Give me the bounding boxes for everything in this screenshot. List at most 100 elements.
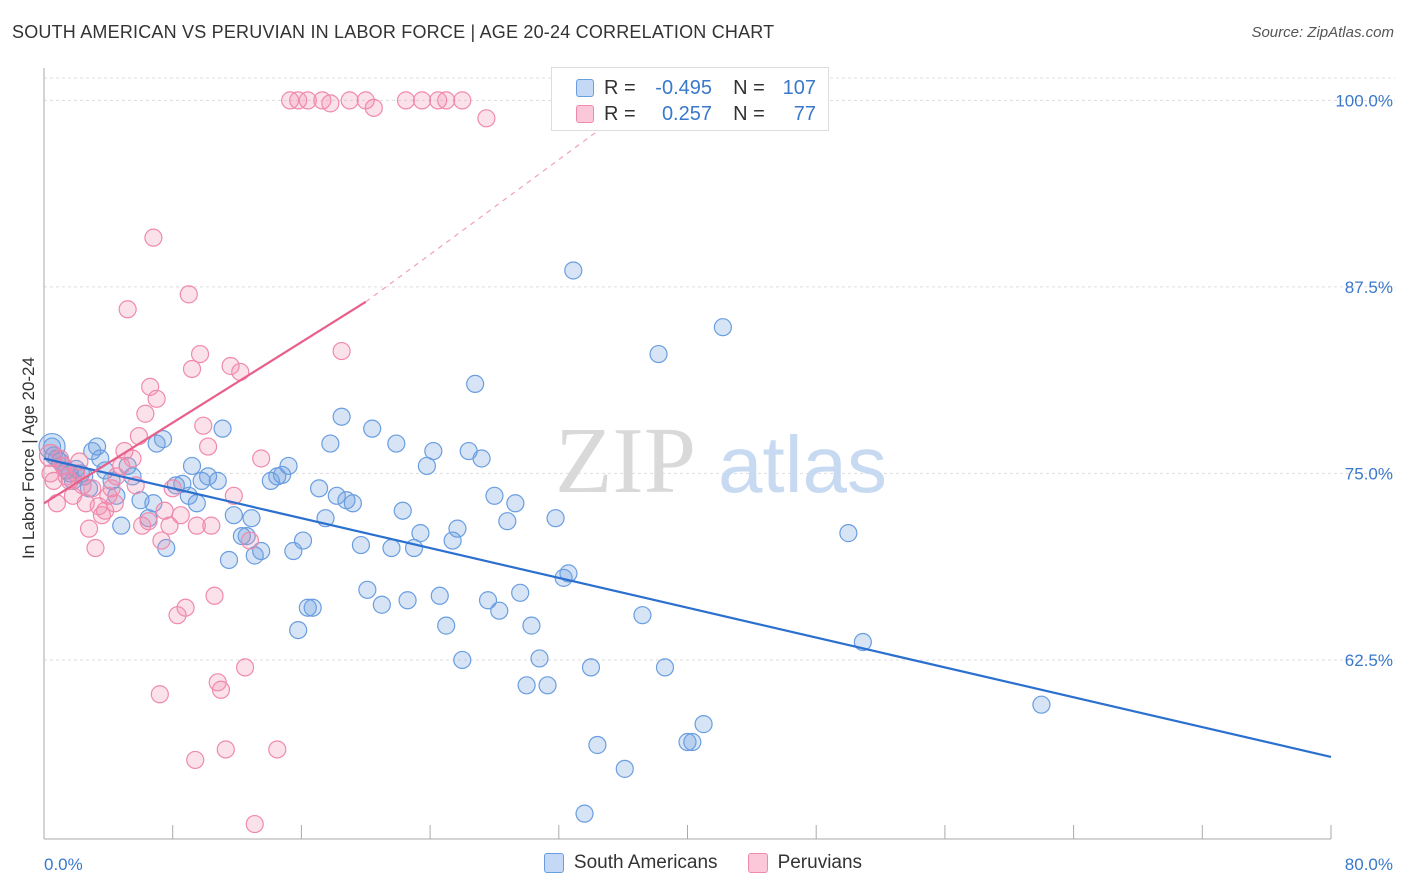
n-label: N =: [733, 76, 765, 99]
south-americans-point: [358, 580, 377, 599]
peruvians-swatch: [576, 105, 594, 123]
south-americans-point: [382, 538, 401, 558]
south-americans-point: [187, 494, 206, 513]
south-americans-point: [1032, 695, 1051, 714]
peruvians-point: [38, 443, 63, 468]
south-americans-point: [242, 509, 261, 528]
r-label: R =: [604, 76, 636, 99]
south-americans-point: [485, 486, 504, 505]
south-americans-point: [575, 804, 594, 823]
south-americans-point: [478, 591, 498, 610]
south-americans-point: [208, 471, 227, 490]
stats-legend: R = -0.495 N = 107 R = 0.257 N = 77: [551, 67, 829, 131]
r-label: R =: [604, 102, 636, 125]
peruvians-point: [298, 91, 317, 110]
south-americans-point: [424, 441, 443, 461]
south-americans-point: [252, 541, 271, 561]
peruvians-point: [144, 228, 163, 247]
south-americans-point: [588, 735, 607, 755]
peruvians-point: [152, 531, 171, 550]
peruvians-point: [216, 740, 235, 759]
peruvians-point: [187, 516, 206, 535]
south-americans-point: [309, 479, 329, 498]
south-americans-point: [453, 650, 472, 670]
south-americans-point: [466, 374, 485, 393]
south-americans-point: [678, 732, 697, 752]
peruvians-point: [83, 479, 102, 498]
peruvians-point: [437, 91, 456, 110]
south-americans-point: [522, 616, 541, 635]
peruvians-point: [105, 494, 124, 513]
peruvians-point: [245, 814, 264, 834]
peruvians-point: [186, 750, 205, 770]
south-americans-point: [393, 501, 412, 520]
n-label: N =: [733, 102, 765, 125]
r-value: -0.495: [655, 76, 712, 99]
peruvians-point: [396, 91, 416, 110]
legend-label: Peruvians: [777, 852, 863, 873]
south-americans-point: [559, 564, 578, 583]
trend-lines: [43, 99, 1332, 759]
peruvians-point: [136, 404, 155, 423]
peruvians-point: [150, 685, 169, 704]
peruvians-point: [179, 285, 198, 304]
peruvians-point: [79, 519, 99, 538]
south-americans-point: [713, 318, 732, 337]
legend-item-south-americans[interactable]: South Americans: [543, 852, 718, 874]
south-americans-point: [448, 519, 467, 538]
peruvians-point: [176, 598, 195, 617]
south-americans-point: [87, 437, 107, 456]
peruvians-point: [235, 658, 255, 677]
south-americans-points: [38, 261, 1051, 823]
series-legend: South Americans Peruvians: [0, 852, 1406, 874]
peruvians-point: [86, 538, 105, 558]
peruvians-point: [453, 91, 472, 110]
y-tick-label: 62.5%: [1345, 651, 1393, 670]
south-americans-point: [153, 430, 173, 449]
south-americans-point: [293, 531, 313, 550]
peruvians-trend-extension: [365, 99, 640, 303]
south-americans-point: [411, 524, 430, 543]
south-americans-point: [343, 494, 362, 513]
south-americans-point: [517, 676, 536, 695]
south-americans-trend-line: [43, 457, 1332, 759]
peruvians-point: [240, 531, 260, 550]
peruvians-point: [102, 479, 121, 498]
y-tick-label: 75.0%: [1345, 464, 1393, 483]
south-americans-point: [182, 456, 202, 476]
r-value: 0.257: [661, 102, 712, 125]
peruvians-point: [129, 427, 149, 446]
watermark: ZIP atlas: [555, 409, 887, 513]
legend-item-peruvians[interactable]: Peruvians: [747, 852, 863, 874]
peruvians-point: [190, 344, 210, 364]
chart-title: SOUTH AMERICAN VS PERUVIAN IN LABOR FORC…: [12, 22, 775, 42]
south-americans-point: [443, 531, 462, 550]
y-axis-label: In Labor Force | Age 20-24: [19, 357, 38, 559]
peruvians-point: [340, 91, 359, 110]
south-americans-point: [581, 658, 601, 677]
south-americans-point: [655, 658, 675, 677]
south-americans-point: [219, 550, 239, 570]
peruvians-point: [194, 416, 213, 435]
peruvians-point: [289, 91, 308, 110]
south-americans-point: [298, 598, 317, 617]
south-americans-point: [363, 419, 382, 438]
peruvians-point: [118, 300, 137, 319]
south-americans-point: [332, 407, 351, 426]
south-americans-point: [279, 456, 298, 476]
peruvians-point: [332, 341, 351, 361]
south-americans-point: [351, 535, 371, 555]
y-tick-labels: 62.5% 75.0% 87.5% 100.0%: [1335, 91, 1393, 670]
peruvians-point: [477, 109, 496, 128]
south-americans-point: [289, 620, 308, 640]
legend-label: South Americans: [573, 852, 718, 873]
south-americans-swatch: [576, 79, 594, 97]
south-americans-point: [437, 616, 456, 635]
south-americans-point: [398, 591, 417, 610]
south-americans-point: [303, 598, 322, 617]
south-americans-point: [372, 595, 391, 614]
peruvians-point: [364, 98, 383, 117]
y-tick-label: 87.5%: [1345, 278, 1393, 297]
south-americans-point: [321, 434, 340, 453]
